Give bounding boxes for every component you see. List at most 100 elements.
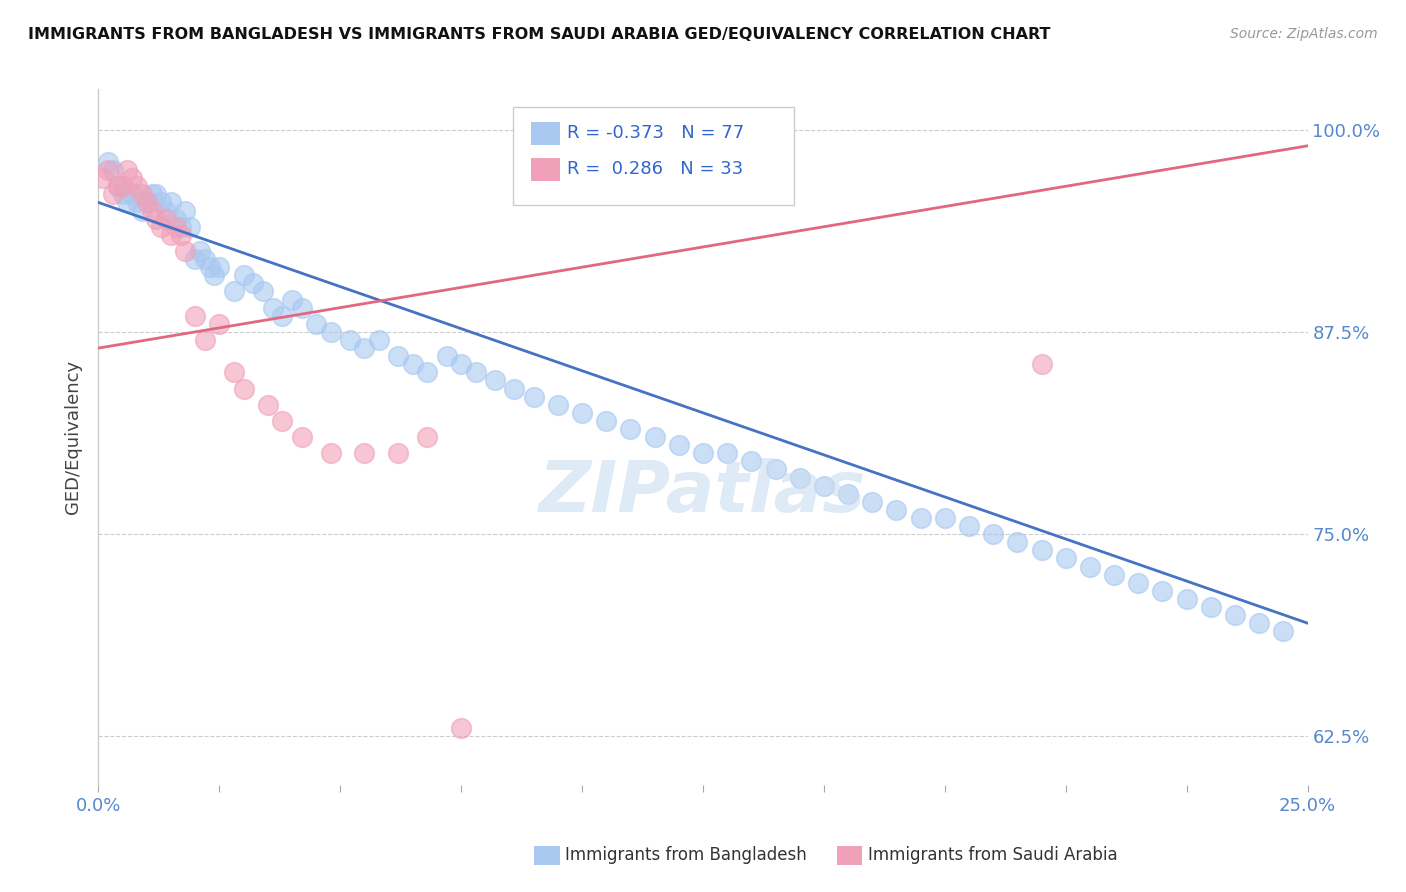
Point: [127, 195, 149, 210]
Point: [1007, 535, 1029, 549]
Point: [981, 527, 1004, 541]
Text: Immigrants from Bangladesh: Immigrants from Bangladesh: [565, 847, 807, 864]
Point: [194, 333, 217, 347]
Point: [188, 244, 211, 258]
Point: [353, 341, 375, 355]
Point: [232, 382, 254, 396]
Text: R = -0.373   N = 77: R = -0.373 N = 77: [567, 124, 744, 142]
Point: [368, 333, 391, 347]
Point: [165, 211, 187, 226]
Point: [204, 268, 226, 283]
Point: [150, 195, 173, 210]
Point: [813, 478, 835, 492]
Text: Source: ZipAtlas.com: Source: ZipAtlas.com: [1230, 27, 1378, 41]
Point: [155, 211, 177, 226]
Point: [290, 430, 312, 444]
Point: [91, 171, 114, 186]
Point: [644, 430, 666, 444]
Point: [387, 446, 409, 460]
Point: [242, 277, 264, 291]
Point: [339, 333, 361, 347]
Point: [160, 227, 183, 242]
Point: [194, 252, 217, 266]
Point: [121, 171, 143, 186]
Point: [402, 357, 425, 371]
Point: [450, 357, 472, 371]
Point: [571, 406, 593, 420]
Point: [503, 382, 526, 396]
Point: [547, 398, 569, 412]
Point: [165, 219, 187, 234]
Point: [740, 454, 762, 468]
Point: [1223, 608, 1246, 623]
Point: [1102, 567, 1125, 582]
Point: [1249, 616, 1271, 631]
Text: R =  0.286   N = 33: R = 0.286 N = 33: [567, 160, 742, 178]
Point: [416, 430, 439, 444]
Point: [101, 163, 124, 178]
Point: [353, 446, 375, 460]
Point: [97, 163, 120, 178]
Point: [256, 398, 278, 412]
Point: [319, 446, 342, 460]
Point: [934, 511, 956, 525]
Point: [484, 374, 506, 388]
Point: [1031, 357, 1053, 371]
Point: [886, 503, 908, 517]
Point: [127, 179, 149, 194]
Point: [1175, 591, 1198, 606]
Point: [1152, 583, 1174, 598]
Point: [131, 187, 153, 202]
Text: ZIPatlas: ZIPatlas: [540, 458, 866, 527]
Point: [281, 293, 304, 307]
Point: [141, 203, 163, 218]
Point: [150, 219, 173, 234]
Point: [837, 486, 859, 500]
Point: [145, 187, 167, 202]
Point: [169, 227, 191, 242]
Point: [222, 285, 245, 299]
Point: [416, 365, 439, 379]
Point: [271, 309, 294, 323]
Point: [208, 260, 231, 275]
Point: [1078, 559, 1101, 574]
Point: [155, 203, 177, 218]
Point: [860, 495, 883, 509]
Point: [179, 219, 201, 234]
Point: [910, 511, 932, 525]
Point: [232, 268, 254, 283]
Point: [262, 301, 284, 315]
Point: [692, 446, 714, 460]
Point: [184, 309, 207, 323]
Point: [222, 365, 245, 379]
Point: [135, 195, 157, 210]
Point: [117, 195, 139, 210]
Point: [436, 349, 458, 363]
Point: [117, 163, 139, 178]
Point: [789, 470, 811, 484]
Point: [1272, 624, 1295, 639]
Point: [957, 519, 980, 533]
Point: [305, 317, 328, 331]
Point: [111, 179, 134, 194]
Point: [107, 179, 129, 194]
Point: [107, 179, 129, 194]
Point: [619, 422, 641, 436]
Point: [1031, 543, 1053, 558]
Point: [271, 414, 294, 428]
Point: [101, 187, 124, 202]
Point: [450, 722, 472, 736]
Point: [765, 462, 787, 476]
Point: [523, 390, 546, 404]
Text: Immigrants from Saudi Arabia: Immigrants from Saudi Arabia: [868, 847, 1118, 864]
Y-axis label: GED/Equivalency: GED/Equivalency: [65, 360, 83, 514]
Point: [141, 187, 163, 202]
Point: [198, 260, 221, 275]
Point: [668, 179, 690, 194]
Point: [169, 219, 191, 234]
Point: [97, 155, 120, 169]
Point: [208, 317, 231, 331]
Point: [464, 365, 486, 379]
Point: [1128, 575, 1150, 590]
Point: [131, 203, 153, 218]
